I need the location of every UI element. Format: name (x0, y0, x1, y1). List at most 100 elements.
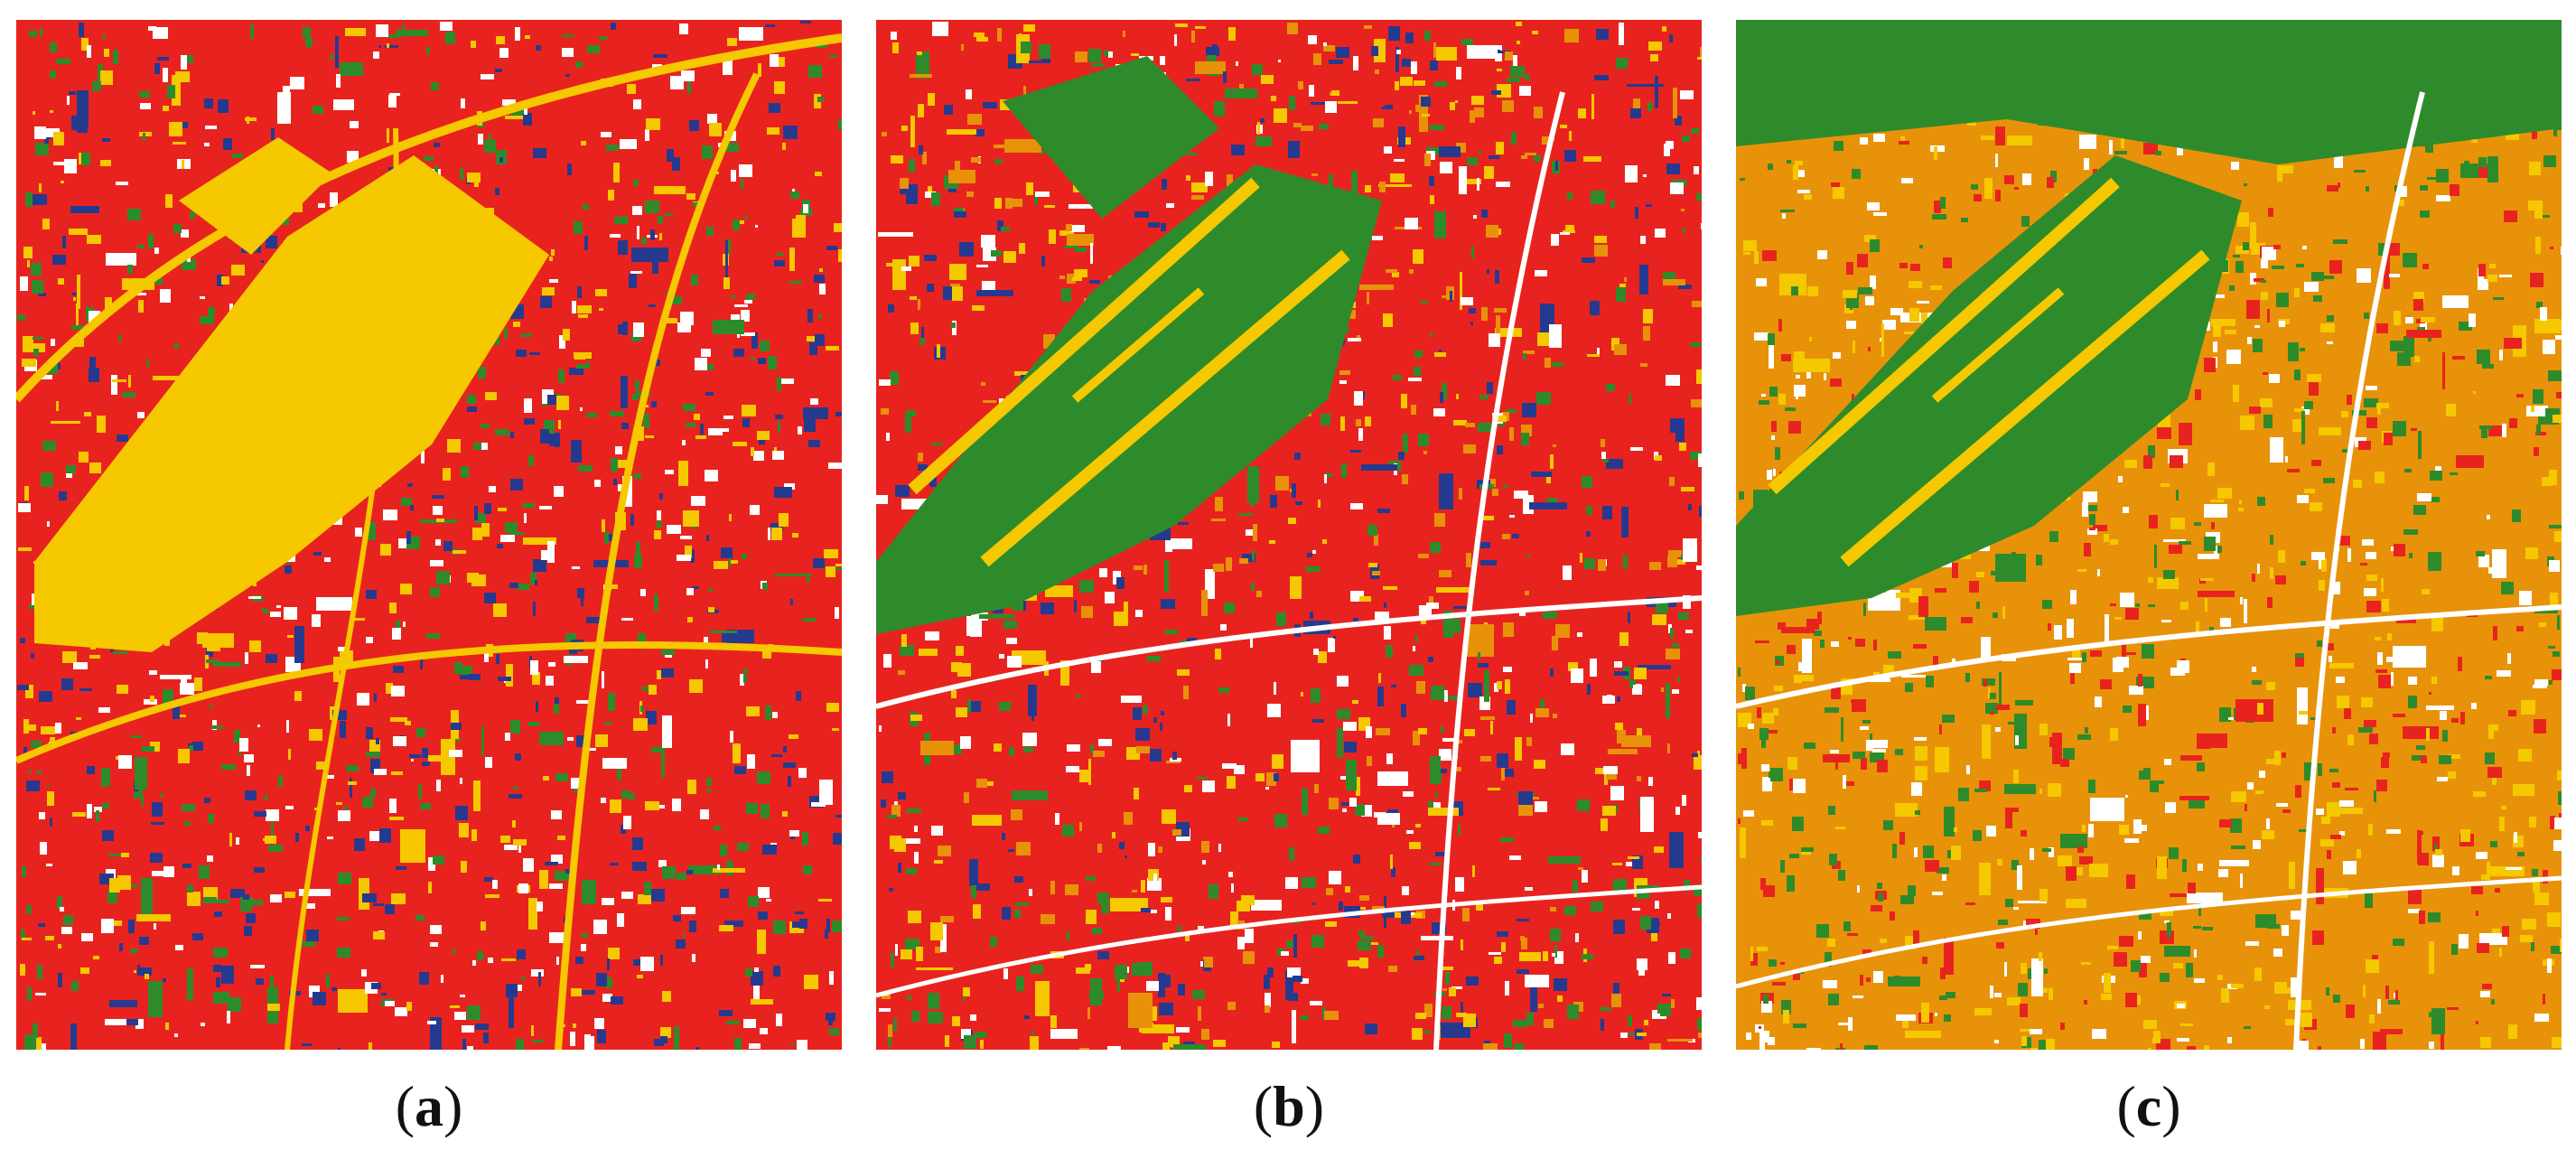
land-cover-patch (256, 978, 264, 985)
land-cover-patch (2291, 911, 2301, 920)
land-cover-patch (1251, 501, 1255, 507)
land-cover-patch (548, 662, 555, 667)
land-cover-patch (1633, 98, 1640, 110)
land-cover-patch (1402, 474, 1408, 484)
land-cover-patch (937, 344, 940, 358)
land-cover-patch (217, 900, 229, 903)
land-cover-patch (1177, 926, 1181, 931)
land-cover-patch (131, 735, 142, 738)
land-cover-patch (1123, 31, 1125, 37)
land-cover-patch (2297, 495, 2309, 503)
land-cover-patch (1791, 286, 1798, 295)
land-cover-patch (1495, 270, 1499, 284)
land-cover-patch (379, 828, 391, 843)
land-cover-patch (705, 470, 718, 481)
land-cover-patch (175, 71, 190, 82)
land-cover-patch (2087, 528, 2097, 535)
classification-map-a (16, 20, 842, 1050)
land-cover-patch (1990, 712, 1994, 715)
land-cover-patch (1461, 939, 1463, 950)
land-cover-patch (1097, 844, 1102, 853)
land-cover-patch (461, 466, 469, 478)
land-cover-patch (428, 755, 445, 762)
land-cover-patch (406, 1002, 412, 1011)
land-cover-patch (1442, 1006, 1451, 1019)
land-cover-patch (1550, 907, 1556, 911)
land-cover-patch (149, 670, 157, 675)
land-cover-patch (1582, 476, 1592, 488)
land-cover-patch (832, 728, 839, 731)
land-cover-patch (789, 281, 802, 284)
land-cover-patch (1039, 151, 1050, 154)
land-cover-patch (39, 183, 42, 192)
land-cover-patch (1455, 100, 1458, 103)
land-cover-patch (1835, 827, 1845, 829)
land-cover-patch (2480, 1037, 2491, 1048)
land-cover-patch (1868, 347, 1871, 351)
land-cover-patch (2304, 282, 2319, 292)
land-cover-patch (1459, 166, 1467, 194)
land-cover-patch (1286, 940, 1295, 948)
land-cover-patch (888, 1024, 892, 1037)
land-cover-patch (2451, 944, 2458, 955)
land-cover-patch (1745, 687, 1755, 700)
land-cover-patch (1314, 784, 1319, 793)
land-cover-patch (1341, 463, 1347, 478)
land-cover-patch (1333, 636, 1336, 639)
land-cover-patch (1400, 77, 1413, 86)
land-cover-patch (71, 325, 84, 330)
land-cover-patch (2277, 171, 2282, 182)
land-cover-patch (755, 225, 758, 228)
land-cover-patch (972, 305, 985, 311)
land-cover-patch (1664, 144, 1670, 156)
land-cover-patch (1530, 985, 1537, 1012)
land-cover-patch (2343, 861, 2357, 874)
land-cover-patch (1035, 192, 1050, 197)
land-cover-patch (809, 342, 817, 355)
land-cover-patch (1340, 776, 1348, 780)
land-cover-patch (1186, 175, 1190, 181)
land-cover-patch (1517, 969, 1529, 974)
land-cover-patch (1489, 333, 1500, 347)
land-cover-patch (79, 23, 84, 37)
land-cover-patch (1517, 919, 1529, 921)
map-a-airport (34, 137, 549, 652)
land-cover-patch (1629, 394, 1631, 404)
land-cover-patch (751, 332, 758, 349)
land-cover-patch (1159, 1003, 1173, 1015)
land-cover-patch (1650, 54, 1658, 61)
land-cover-patch (818, 899, 832, 902)
land-cover-patch (1934, 201, 1941, 213)
land-cover-patch (694, 414, 700, 420)
land-cover-patch (1696, 193, 1702, 201)
land-cover-patch (1421, 618, 1426, 624)
land-cover-patch (959, 242, 974, 257)
land-cover-patch (2141, 956, 2151, 963)
land-cover-patch (1050, 1015, 1057, 1028)
land-cover-patch (737, 843, 749, 851)
land-cover-patch (1738, 668, 1741, 677)
land-cover-patch (1662, 26, 1666, 32)
land-cover-patch (826, 919, 830, 932)
land-cover-patch (617, 460, 630, 468)
land-cover-patch (23, 719, 29, 734)
land-cover-patch (2278, 550, 2285, 563)
land-cover-patch (1521, 433, 1529, 445)
land-cover-patch (723, 61, 733, 75)
land-cover-patch (1761, 820, 1773, 826)
land-cover-patch (778, 421, 780, 433)
land-cover-patch (1627, 84, 1664, 87)
land-cover-patch (582, 990, 595, 995)
land-cover-patch (2388, 1000, 2400, 1005)
land-cover-patch (1135, 728, 1150, 741)
land-cover-patch (1311, 935, 1324, 948)
land-cover-patch (678, 461, 688, 486)
land-cover-patch (338, 810, 350, 821)
land-cover-patch (388, 95, 397, 107)
land-cover-patch (1006, 638, 1017, 644)
land-cover-patch (332, 710, 347, 720)
land-cover-patch (187, 892, 201, 906)
land-cover-patch (2104, 534, 2109, 542)
land-cover-patch (493, 603, 507, 617)
land-cover-patch (1295, 501, 1302, 505)
